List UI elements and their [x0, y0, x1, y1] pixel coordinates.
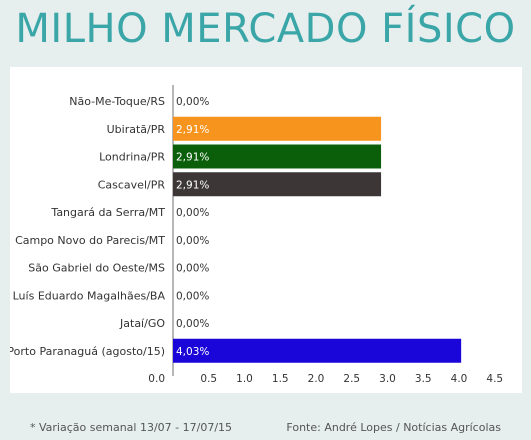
bar-row-3	[173, 144, 382, 169]
category-label-row-8: Luís Eduardo Magalhães/BA	[13, 289, 166, 302]
x-tick-label-6: 3.0	[379, 373, 396, 385]
x-tick-label-1: 0.5	[200, 373, 217, 385]
x-tick-label-7: 3.5	[415, 373, 432, 385]
bar-row-10	[173, 338, 462, 363]
data-label-row-4: 2,91%	[176, 179, 209, 191]
footnote-source: Fonte: André Lopes / Notícias Agrícolas	[286, 421, 501, 434]
data-label-row-5: 0,00%	[176, 207, 209, 219]
chart-panel: Não-Me-Toque/RS 0,00% Ubiratã/PR 2,91% Londr…	[10, 67, 522, 393]
category-label-row-10: Porto Paranaguá (agosto/15)	[10, 345, 165, 358]
x-tick-label-0: 0.0	[148, 373, 165, 385]
x-tick-label-3: 1.5	[272, 373, 289, 385]
data-label-row-10: 4,03%	[176, 346, 209, 358]
data-label-row-6: 0,00%	[176, 235, 209, 247]
category-label-row-2: Ubiratã/PR	[107, 123, 166, 136]
x-tick-label-2: 1.0	[236, 373, 253, 385]
data-label-row-2: 2,91%	[176, 124, 209, 136]
category-label-row-7: São Gabriel do Oeste/MS	[28, 262, 165, 275]
data-label-row-1: 0,00%	[176, 96, 209, 108]
bar-row-4	[173, 172, 382, 197]
data-label-row-8: 0,00%	[176, 290, 209, 302]
category-label-row-4: Cascavel/PR	[98, 178, 166, 191]
chart-title: MILHO MERCADO FÍSICO	[15, 6, 516, 52]
footnote-period: * Variação semanal 13/07 - 17/07/15	[30, 421, 233, 434]
category-label-row-5: Tangará da Serra/MT	[50, 206, 165, 219]
x-tick-label-8: 4.0	[451, 373, 468, 385]
bar-chart: Não-Me-Toque/RS 0,00% Ubiratã/PR 2,91% Londr…	[10, 85, 503, 385]
category-label-row-1: Não-Me-Toque/RS	[69, 95, 165, 108]
x-tick-label-4: 2.0	[308, 373, 325, 385]
category-label-row-9: Jataí/GO	[119, 317, 165, 330]
data-label-row-3: 2,91%	[176, 152, 209, 164]
data-label-row-9: 0,00%	[176, 318, 209, 330]
category-label-row-6: Campo Novo do Parecis/MT	[15, 234, 165, 247]
x-tick-label-5: 2.5	[343, 373, 360, 385]
bar-row-2	[173, 116, 382, 141]
category-label-row-3: Londrina/PR	[99, 151, 165, 164]
data-label-row-7: 0,00%	[176, 263, 209, 275]
x-tick-label-9: 4.5	[486, 373, 503, 385]
